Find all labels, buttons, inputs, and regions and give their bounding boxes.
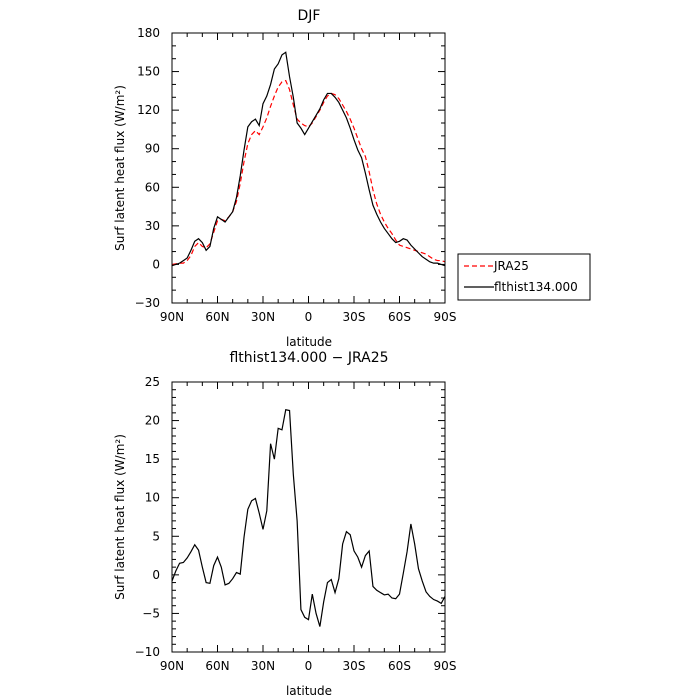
bottom-y-axis-label: Surf latent heat flux (W/m²): [113, 434, 127, 600]
top-x-tick-label: 30S: [343, 310, 366, 324]
top-x-tick-label: 60S: [388, 310, 411, 324]
top-y-tick-label: −30: [135, 296, 160, 310]
top-x-tick-label: 0: [305, 310, 313, 324]
bottom-y-tick-label: −10: [135, 645, 160, 659]
top-plot-frame: [171, 32, 446, 304]
bottom-y-tick-label: 5: [152, 529, 160, 543]
bottom-x-tick-label: 30N: [251, 659, 275, 673]
bottom-series-line-0: [171, 409, 446, 627]
legend: JRA25 flthist134.000: [457, 253, 591, 301]
bottom-x-tick-label: 60N: [205, 659, 229, 673]
bottom-chart-title: flthist134.000 − JRA25: [229, 350, 388, 366]
top-y-axis-label: Surf latent heat flux (W/m²): [113, 85, 127, 251]
bottom-x-tick-label: 30S: [343, 659, 366, 673]
bottom-plot-frame: [171, 381, 446, 653]
top-y-tick-label: 150: [137, 65, 160, 79]
top-x-tick-label: 90S: [434, 310, 457, 324]
bottom-y-tick-label: 20: [145, 414, 160, 428]
top-series-group: [171, 51, 446, 267]
top-x-tick-label: 60N: [205, 310, 229, 324]
top-panel: DJF 90N 60N 30N 0 30S 60S 90S −30 0 30 60 90 120 150…: [113, 8, 591, 349]
bottom-y-tick-label: 10: [145, 491, 160, 505]
top-y-tick-label: 60: [145, 180, 160, 194]
bottom-y-tick-label: 15: [145, 452, 160, 466]
top-y-tick-label: 0: [152, 257, 160, 271]
top-x-tick-label: 30N: [251, 310, 275, 324]
bottom-y-tick-label: 25: [145, 375, 160, 389]
top-x-axis-label: latitude: [286, 335, 332, 349]
top-y-tick-label: 180: [137, 26, 160, 40]
legend-box: [457, 253, 591, 301]
bottom-series-group: [171, 409, 446, 627]
bottom-x-tick-label: 90S: [434, 659, 457, 673]
bottom-panel: flthist134.000 − JRA25 90N 60N 30N 0 30S 60S 9…: [113, 350, 456, 698]
bottom-x-ticks: 90N 60N 30N 0 30S 60S 90S: [160, 382, 457, 673]
legend-label-flthist: flthist134.000: [494, 280, 578, 294]
top-x-tick-label: 90N: [160, 310, 184, 324]
top-series-line-0: [171, 79, 446, 266]
top-y-tick-label: 120: [137, 103, 160, 117]
bottom-x-tick-label: 0: [305, 659, 313, 673]
bottom-y-tick-label: 0: [152, 568, 160, 582]
top-y-ticks: −30 0 30 60 90 120 150 180: [135, 26, 445, 310]
top-chart-title: DJF: [298, 8, 321, 24]
bottom-x-axis-label: latitude: [286, 684, 332, 698]
top-y-tick-label: 30: [145, 219, 160, 233]
top-y-tick-label: 90: [145, 142, 160, 156]
bottom-x-tick-label: 60S: [388, 659, 411, 673]
bottom-x-tick-label: 90N: [160, 659, 184, 673]
bottom-y-tick-label: −5: [142, 606, 160, 620]
top-series-line-1: [171, 51, 446, 267]
legend-label-jra25: JRA25: [493, 259, 529, 273]
top-x-ticks: 90N 60N 30N 0 30S 60S 90S: [160, 33, 457, 324]
